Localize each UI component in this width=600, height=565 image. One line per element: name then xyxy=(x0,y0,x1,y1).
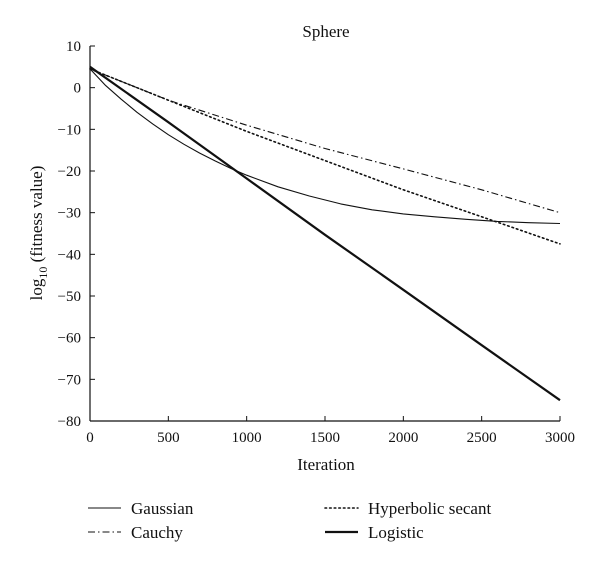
x-tick-label: 2500 xyxy=(467,430,497,446)
y-axis-title-sub: 10 xyxy=(36,267,50,279)
legend-label-logistic: Logistic xyxy=(368,523,424,542)
x-tick-label: 3000 xyxy=(545,430,575,446)
legend-label-gaussian: Gaussian xyxy=(131,499,194,518)
y-tick-label: −20 xyxy=(58,164,81,180)
y-tick-label: −30 xyxy=(58,206,81,222)
x-axis-title: Iteration xyxy=(297,455,355,474)
y-axis-title: log10 (fitness value) xyxy=(27,166,50,301)
series-line-gaussian xyxy=(89,68,561,225)
y-tick-label: 10 xyxy=(66,39,81,55)
y-tick-label: −50 xyxy=(58,289,81,305)
x-tick-label: 1000 xyxy=(232,430,262,446)
legend-label-hyperbolic-secant: Hyperbolic secant xyxy=(368,499,491,518)
chart-title: Sphere xyxy=(302,22,349,41)
x-tick-label: 2000 xyxy=(388,430,418,446)
legend-label-cauchy: Cauchy xyxy=(131,523,183,542)
y-axis-title-main: log xyxy=(27,278,46,300)
y-tick-label: −70 xyxy=(58,372,81,388)
series-layer xyxy=(89,65,561,402)
y-tick-label: −10 xyxy=(58,122,81,138)
x-tick-label: 1500 xyxy=(310,430,340,446)
series-line-hyperbolic-secant xyxy=(89,68,561,245)
y-tick-label: −80 xyxy=(58,414,81,430)
series-line-cauchy xyxy=(89,68,561,214)
y-axis-title-rest: (fitness value) xyxy=(27,166,46,267)
x-tick-label: 0 xyxy=(86,430,94,446)
series-line-logistic xyxy=(89,65,561,402)
y-tick-label: −60 xyxy=(58,331,81,347)
x-tick-label: 500 xyxy=(157,430,180,446)
y-tick-label: 0 xyxy=(74,81,82,97)
legend: Gaussian Cauchy Hyperbolic secant Logistic xyxy=(88,499,491,542)
y-tick-label: −40 xyxy=(58,247,81,263)
axes: 0 500 1000 1500 2000 2500 3000 10 0 −10 −20 −30 −40 −… xyxy=(58,39,575,446)
